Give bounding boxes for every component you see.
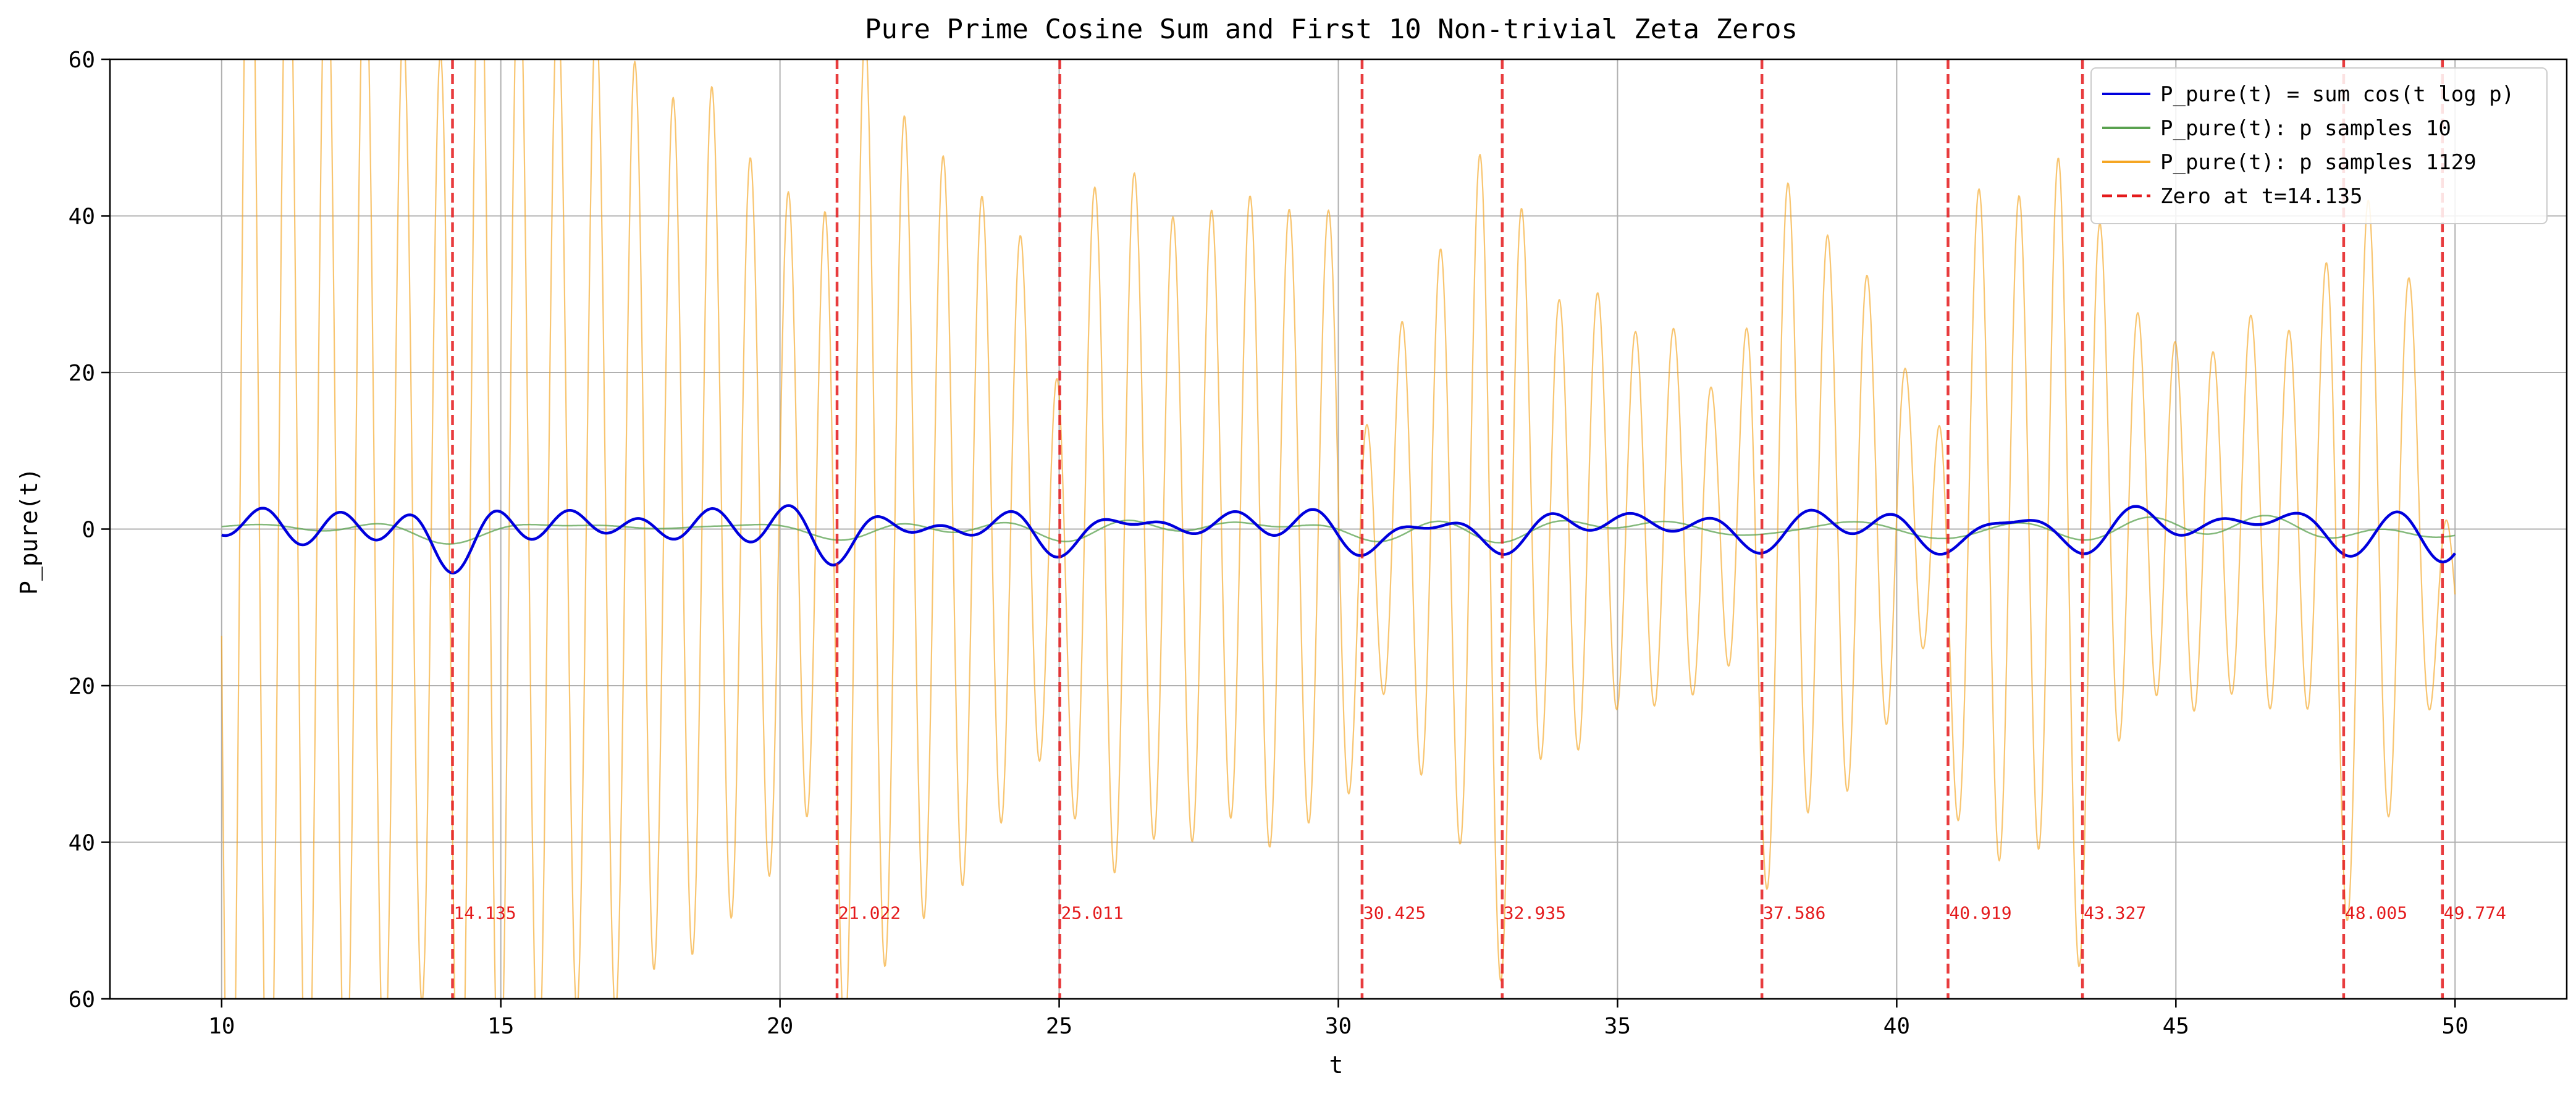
y-tick-label-2: 20 [69,674,95,699]
y-tick-label-4: 20 [69,361,95,386]
zero-label-9: 49.774 [2444,903,2506,924]
zero-label-5: 37.586 [1763,903,1825,924]
x-tick-label-3: 25 [1046,1014,1072,1039]
zero-label-3: 30.425 [1363,903,1426,924]
x-tick-label-6: 40 [1884,1014,1910,1039]
x-axis-label: t [1329,1051,1344,1079]
chart-title: Pure Prime Cosine Sum and First 10 Non-t… [865,14,1798,45]
y-tick-label-6: 60 [69,48,95,73]
y-axis-label: P_pure(t) [15,468,43,595]
x-tick-label-1: 15 [487,1014,514,1039]
legend-label-1: P_pure(t): p samples 10 [2160,116,2451,141]
zero-lines-layer: 14.135 21.022 25.011 30.425 32.935 37.586 40.9… [451,59,2506,999]
x-tick-label-8: 50 [2442,1014,2469,1039]
x-tick-label-7: 45 [2163,1014,2189,1039]
zero-label-0: 14.135 [454,903,516,924]
axis-layer: 10 15 20 25 30 35 40 45 50 60 40 20 0 20 40 60 [69,48,2469,1039]
zero-label-4: 32.935 [1504,903,1566,924]
legend-label-0: P_pure(t) = sum cos(t log p) [2160,82,2514,107]
x-tick-label-2: 20 [767,1014,793,1039]
zero-label-8: 48.005 [2345,903,2407,924]
zero-label-7: 43.327 [2084,903,2146,924]
zero-label-6: 40.919 [1949,903,2011,924]
zero-label-1: 21.022 [838,903,901,924]
x-tick-label-4: 30 [1325,1014,1352,1039]
legend-label-2: P_pure(t): p samples 1129 [2160,150,2477,175]
x-tick-label-0: 10 [208,1014,235,1039]
y-tick-label-3: 0 [82,518,95,543]
y-tick-label-1: 40 [69,831,95,856]
legend-label-3: Zero at t=14.135 [2160,184,2363,209]
zero-label-2: 25.011 [1061,903,1124,924]
x-tick-label-5: 35 [1604,1014,1631,1039]
legend-box [2090,67,2548,224]
legend: P_pure(t) = sum cos(t log p) P_pure(t): p… [2090,67,2548,224]
y-tick-label-5: 40 [69,204,95,230]
y-tick-label-0: 60 [69,987,95,1012]
